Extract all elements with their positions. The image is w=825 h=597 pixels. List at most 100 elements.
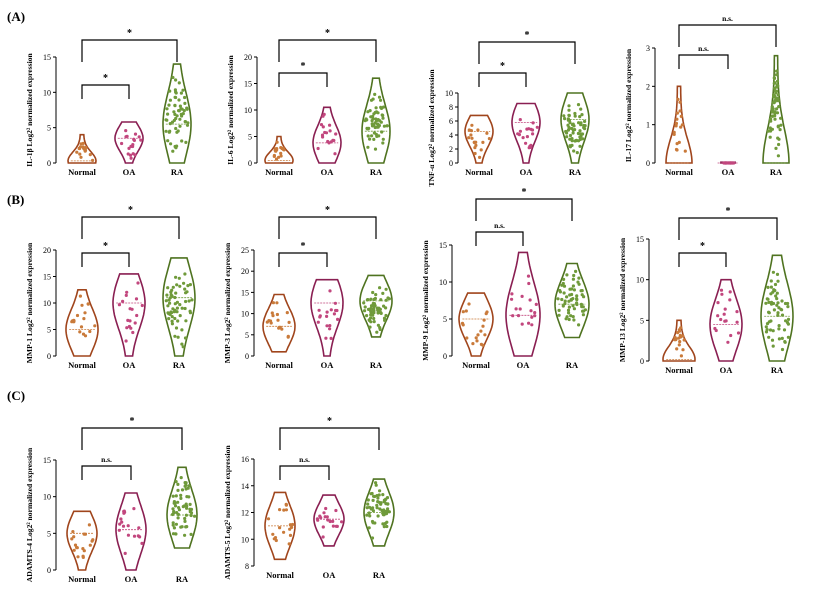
data-point: [571, 277, 576, 281]
data-point: [481, 343, 485, 347]
data-point: [525, 135, 530, 139]
data-point: [719, 288, 724, 292]
data-point: [479, 329, 483, 333]
data-point: [184, 525, 188, 529]
data-point: [774, 146, 778, 150]
significance-bracket: [475, 231, 524, 246]
data-point: [371, 123, 375, 127]
data-point: [531, 132, 535, 136]
significance-bracket: [81, 427, 183, 450]
data-point: [678, 109, 682, 113]
data-point: [775, 297, 779, 301]
data-point: [769, 319, 773, 323]
data-point: [377, 493, 381, 497]
data-point: [175, 306, 179, 310]
violin-oa: [112, 273, 146, 357]
plot-adamts5: 8 10 12 14 16 ADAMTS-5 Log2² normalized expre…: [223, 416, 395, 580]
violin-ra: [560, 92, 590, 164]
data-point: [565, 295, 569, 299]
data-point: [378, 119, 382, 123]
data-point: [175, 144, 179, 148]
data-point: [578, 115, 582, 119]
significance-label: *: [325, 205, 330, 216]
data-point: [568, 145, 573, 149]
data-point: [713, 326, 717, 331]
data-point: [574, 269, 578, 273]
data-point: [773, 282, 778, 287]
data-point: [331, 519, 335, 524]
data-point: [379, 298, 383, 302]
data-point: [328, 129, 332, 133]
data-point: [123, 510, 127, 514]
data-point: [382, 525, 386, 529]
significance-bracket: [81, 465, 132, 480]
data-point: [171, 149, 175, 153]
data-point: [177, 508, 181, 512]
data-point: [324, 131, 329, 135]
data-point: [72, 535, 76, 539]
data-point: [168, 89, 172, 93]
data-point: [83, 311, 87, 315]
data-point: [676, 331, 680, 335]
violin-normal: [464, 114, 494, 164]
data-point: [774, 73, 779, 77]
data-point: [86, 302, 90, 306]
y-axis-title: MMP-3 Log2² normalized expression: [223, 242, 232, 363]
data-point: [471, 342, 475, 346]
violin-normal: [458, 292, 494, 357]
data-point: [376, 496, 380, 500]
data-point: [464, 309, 468, 313]
data-point: [567, 305, 572, 309]
data-point: [188, 283, 192, 287]
data-point: [82, 532, 86, 536]
x-category-label: RA: [173, 360, 186, 370]
data-point: [167, 317, 171, 321]
y-tick-label: 10: [439, 278, 447, 287]
data-point: [176, 516, 180, 520]
data-point: [130, 307, 134, 311]
data-point: [119, 517, 123, 521]
data-point: [679, 125, 683, 129]
data-point: [173, 504, 178, 508]
x-category-label: Normal: [68, 360, 96, 370]
data-point: [172, 509, 176, 514]
y-tick-label: 0: [245, 352, 249, 361]
data-point: [482, 318, 486, 322]
data-point: [133, 321, 137, 325]
data-point: [479, 148, 483, 152]
data-point: [372, 137, 376, 141]
data-point: [185, 106, 189, 110]
data-point: [328, 519, 332, 524]
data-point: [777, 324, 781, 328]
data-point: [121, 524, 126, 528]
data-point: [774, 89, 779, 93]
data-point: [774, 294, 778, 298]
data-point: [272, 154, 276, 158]
data-point: [171, 494, 175, 498]
data-point: [166, 304, 170, 308]
plot-mmp1: 0 5 10 15 20 MMP-1 Log2² normalized expressio…: [25, 205, 196, 370]
data-point: [578, 129, 582, 133]
data-point: [137, 135, 141, 139]
data-point: [569, 314, 573, 318]
data-point: [369, 507, 373, 511]
data-point: [319, 516, 323, 520]
x-category-label: RA: [370, 360, 383, 370]
data-point: [383, 318, 387, 322]
data-point: [771, 290, 775, 294]
data-point: [334, 132, 338, 136]
data-point: [560, 297, 564, 302]
data-point: [579, 123, 583, 127]
data-point: [167, 103, 171, 107]
data-point: [336, 317, 340, 321]
data-point: [510, 292, 514, 296]
data-point: [674, 121, 679, 126]
data-point: [530, 323, 534, 327]
data-point: [382, 304, 386, 308]
data-point: [563, 302, 567, 306]
data-point: [779, 123, 783, 127]
data-point: [368, 137, 372, 141]
data-point: [81, 141, 85, 145]
data-point: [193, 514, 197, 518]
violin-normal: [65, 289, 99, 357]
